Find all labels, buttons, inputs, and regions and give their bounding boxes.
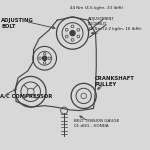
Circle shape: [43, 56, 47, 60]
Text: CRANKSHAFT
PULLEY: CRANKSHAFT PULLEY: [95, 76, 135, 87]
Text: BELT TENSION GAUGE
01 dGG - HONDA: BELT TENSION GAUGE 01 dGG - HONDA: [74, 119, 119, 128]
Text: ADJUSTMENT
LOCKNUT
22 Nm (2.2 kgfm, 16 lbfft): ADJUSTMENT LOCKNUT 22 Nm (2.2 kgfm, 16 l…: [88, 17, 141, 31]
Text: A/C COMPRESSOR: A/C COMPRESSOR: [0, 93, 52, 98]
Text: 44 Nm (4.5 kgfm, 33 lbfft): 44 Nm (4.5 kgfm, 33 lbfft): [70, 6, 123, 10]
Circle shape: [70, 31, 75, 36]
Text: ADJUSTING
BOLT: ADJUSTING BOLT: [1, 18, 34, 29]
